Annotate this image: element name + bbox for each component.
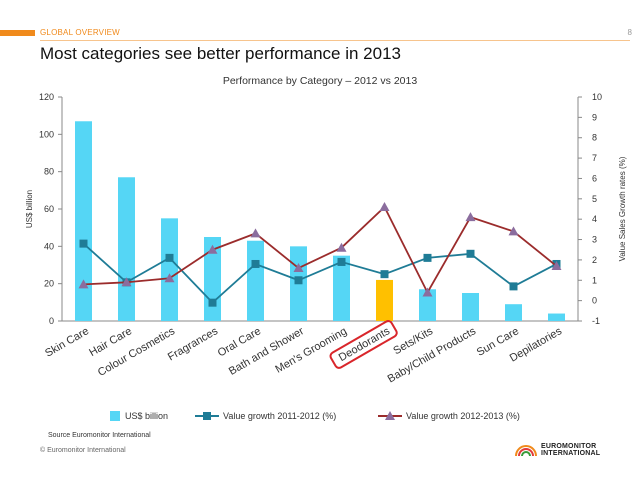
slide-header: GLOBAL OVERVIEW 8 Most categories see be… [0, 0, 638, 63]
y-tick-label-right: 4 [592, 214, 597, 224]
euromonitor-logo: EUROMONITOR INTERNATIONAL [515, 443, 615, 459]
legend-label: US$ billion [125, 411, 168, 421]
bar [376, 279, 393, 321]
point-marker [250, 228, 261, 238]
point-marker [251, 259, 260, 268]
y-axis-label-left: US$ billion [25, 190, 34, 228]
point-marker [465, 212, 476, 222]
point-marker [337, 257, 346, 266]
y-tick-label-left: 20 [44, 279, 54, 289]
y-tick-label-right: 0 [592, 296, 597, 306]
series-line [82, 242, 557, 304]
y-tick-label-left: 0 [49, 316, 54, 326]
y-tick-label-left: 60 [44, 204, 54, 214]
y-tick-label-right: 6 [592, 173, 597, 183]
point-marker [165, 253, 174, 262]
bar [161, 218, 178, 321]
y-tick-label-right: 2 [592, 255, 597, 265]
y-tick-label-left: 80 [44, 167, 54, 177]
bar [419, 289, 436, 321]
bar [505, 304, 522, 321]
performance-chart: Performance by Category – 2012 vs 2013 0 2… [25, 75, 627, 421]
category-label: Bath and Shower [227, 325, 306, 378]
page-number: 8 [627, 28, 632, 37]
logo-mark-icon [515, 445, 537, 457]
legend-label: Value growth 2011-2012 (%) [223, 411, 336, 421]
point-marker [294, 276, 303, 285]
point-marker [164, 273, 175, 283]
copyright-note: © Euromonitor International [40, 447, 126, 454]
y-tick-label-left: 100 [39, 129, 54, 139]
bar [548, 313, 565, 321]
y-tick-label-left: 40 [44, 241, 54, 251]
bar [333, 255, 350, 321]
point-marker [423, 253, 432, 262]
point-marker [336, 242, 347, 252]
legend-marker [385, 411, 395, 420]
point-marker [380, 270, 389, 279]
bar [75, 121, 92, 321]
point-marker [207, 244, 218, 254]
point-marker [508, 226, 519, 236]
legend-swatch [110, 411, 120, 421]
point-marker [551, 261, 562, 271]
point-marker [78, 279, 89, 289]
point-marker [79, 239, 88, 248]
source-note: Source Euromonitor International [48, 432, 151, 439]
y-tick-label-right: 9 [592, 112, 597, 122]
series-line [83, 205, 558, 295]
legend-marker [203, 412, 211, 420]
bar [247, 240, 264, 321]
point-marker [293, 263, 304, 273]
point-marker [121, 277, 132, 287]
y-tick-label-right: -1 [592, 316, 600, 326]
point-marker [466, 249, 475, 258]
section-label: GLOBAL OVERVIEW [40, 28, 120, 37]
chart-title: Performance by Category – 2012 vs 2013 [223, 75, 418, 87]
bar [462, 293, 479, 321]
y-tick-label-right: 3 [592, 235, 597, 245]
bar [118, 177, 135, 321]
y-tick-label-right: 1 [592, 275, 597, 285]
y-tick-label-right: 5 [592, 194, 597, 204]
point-marker [379, 201, 390, 211]
y-tick-label-left: 120 [39, 92, 54, 102]
point-marker [509, 282, 518, 291]
category-label: Skin Care [43, 325, 91, 360]
y-axis-label-right: Value Sales Growth rates (%) [618, 156, 627, 261]
header-rule [40, 40, 630, 41]
highlight-frame [329, 320, 398, 369]
legend-label: Value growth 2012-2013 (%) [406, 411, 520, 421]
point-marker [422, 287, 433, 297]
header-accent-bar [0, 30, 35, 36]
logo-line-1: EUROMONITOR [541, 443, 597, 450]
category-label: Colour Cosmetics [96, 325, 178, 379]
point-marker [208, 298, 217, 307]
logo-text: EUROMONITOR INTERNATIONAL [541, 443, 600, 457]
logo-line-2: INTERNATIONAL [541, 450, 601, 457]
y-tick-label-right: 8 [592, 133, 597, 143]
y-tick-label-right: 10 [592, 92, 602, 102]
y-tick-label-right: 7 [592, 153, 597, 163]
page-title: Most categories see better performance i… [40, 44, 401, 63]
